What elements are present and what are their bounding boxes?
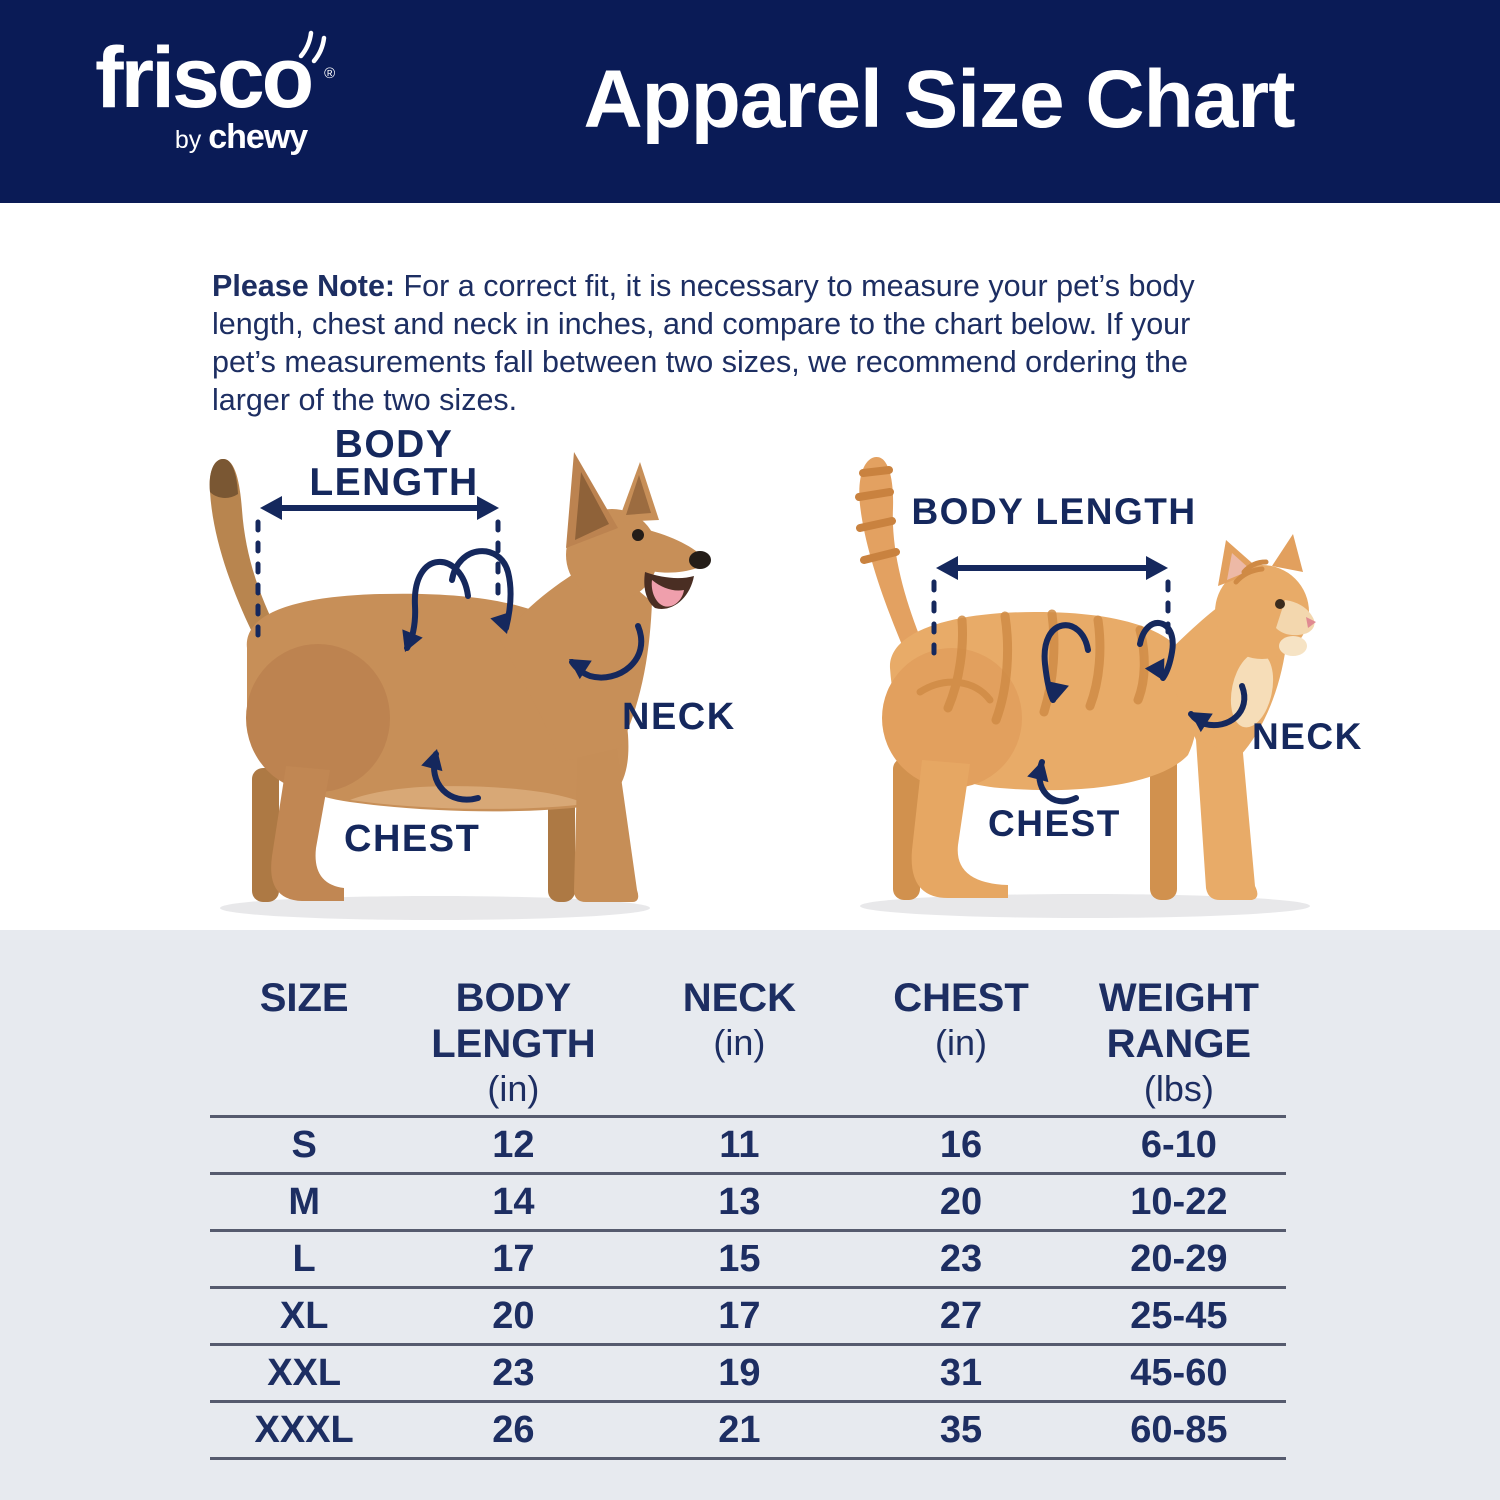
cell-chest: 20 [939,1181,983,1223]
table-row-xxl: XXL 23 19 31 45-60 [210,1346,1286,1403]
fit-note-label: Please Note: [212,268,396,303]
column-unit: (in) [935,1022,987,1063]
table-row-xxxl: XXXL 26 21 35 60-85 [210,1403,1286,1460]
column-header-chest: CHEST (in) [850,975,1072,1065]
cell-size: S [291,1124,317,1166]
column-header-body-length: BODY LENGTH (in) [398,975,628,1111]
cat-neck-label: NECK [1252,716,1363,757]
cell-size: L [292,1238,316,1280]
cell-chest: 35 [939,1409,983,1451]
cell-body-length: 12 [492,1124,535,1166]
cell-neck: 17 [718,1295,761,1337]
dog-measurement-arrows [255,496,645,803]
dog-neck-label: NECK [622,696,736,738]
column-title: WEIGHT RANGE [1098,976,1259,1066]
dog-chest-label: CHEST [344,818,481,860]
header-banner: frisco ® by chewy Apparel Size Chart [0,0,1500,203]
size-table-section: SIZE BODY LENGTH (in) NECK (in) CHEST (in) WEIG… [0,930,1500,1500]
dog-illustration [209,452,711,920]
measurement-diagram: BODY LENGTH NECK CHEST BODY LENGTH NECK … [0,400,1500,935]
cell-weight-range: 10-22 [1130,1181,1228,1223]
byline-by-text: by [174,126,202,154]
cat-measurement-arrows [931,556,1248,805]
chewy-brand-text: chewy [208,118,308,156]
cat-girth-arrow-right [1137,620,1176,681]
cat-body-length-label: BODY LENGTH [911,491,1197,532]
cell-body-length: 17 [492,1238,535,1280]
cell-weight-range: 25-45 [1130,1295,1228,1337]
cell-body-length: 23 [492,1352,535,1394]
cell-weight-range: 6-10 [1140,1124,1217,1166]
cell-neck: 19 [718,1352,761,1394]
cell-chest: 23 [939,1238,983,1280]
cell-size: XL [279,1295,329,1337]
column-title: SIZE [259,976,349,1020]
cell-size: M [288,1181,320,1223]
frisco-logo: frisco ® by chewy [95,30,335,155]
fit-note: Please Note: For a correct fit, it is ne… [212,267,1312,419]
cell-body-length: 14 [492,1181,535,1223]
column-unit: (in) [487,1068,540,1109]
cell-neck: 11 [719,1124,760,1166]
frisco-wordmark: frisco ® [95,30,335,121]
cell-size: XXL [267,1352,342,1394]
cell-neck: 21 [718,1409,761,1451]
cell-chest: 27 [939,1295,983,1337]
column-unit: (lbs) [1143,1068,1214,1109]
column-unit: (in) [713,1022,766,1063]
table-row-m: M 14 13 20 10-22 [210,1175,1286,1232]
frisco-brand-text: frisco [95,30,314,126]
cell-weight-range: 20-29 [1130,1238,1228,1280]
size-table: SIZE BODY LENGTH (in) NECK (in) CHEST (in) WEIG… [210,975,1286,1460]
logo-swoosh-icon [298,30,327,64]
cell-body-length: 20 [492,1295,535,1337]
column-header-weight-range: WEIGHT RANGE (lbs) [1072,975,1286,1111]
column-title: CHEST [893,976,1029,1020]
cell-body-length: 26 [492,1409,535,1451]
column-header-neck: NECK (in) [629,975,851,1065]
column-title: BODY LENGTH [431,976,596,1066]
registered-mark: ® [324,65,336,82]
size-table-header: SIZE BODY LENGTH (in) NECK (in) CHEST (in) WEIG… [210,975,1286,1118]
cell-size: XXXL [254,1409,354,1451]
cat-girth-arrow-left [1041,622,1091,703]
dog-body-length-label: BODY LENGTH [309,423,479,504]
by-chewy-byline: by chewy [95,120,311,155]
cell-neck: 13 [718,1181,761,1223]
dog-girth-arrow-right [449,548,514,631]
pets-measurement-svg [209,452,1316,920]
cat-chest-label: CHEST [988,803,1121,844]
cell-weight-range: 60-85 [1130,1409,1228,1451]
table-row-s: S 12 11 16 6-10 [210,1118,1286,1175]
size-table-body: S 12 11 16 6-10 M 14 13 20 10-22 L 17 15 23 20-29 XL 20 1… [210,1118,1286,1460]
table-row-l: L 17 15 23 20-29 [210,1232,1286,1289]
cell-neck: 15 [718,1238,761,1280]
cell-weight-range: 45-60 [1130,1352,1228,1394]
fit-note-text: For a correct fit, it is necessary to me… [212,268,1195,417]
column-title: NECK [682,976,797,1020]
table-row-xl: XL 20 17 27 25-45 [210,1289,1286,1346]
cell-chest: 31 [939,1352,983,1394]
column-header-size: SIZE [210,975,398,1021]
page-title: Apparel Size Chart [583,54,1295,145]
cell-chest: 16 [939,1124,983,1166]
